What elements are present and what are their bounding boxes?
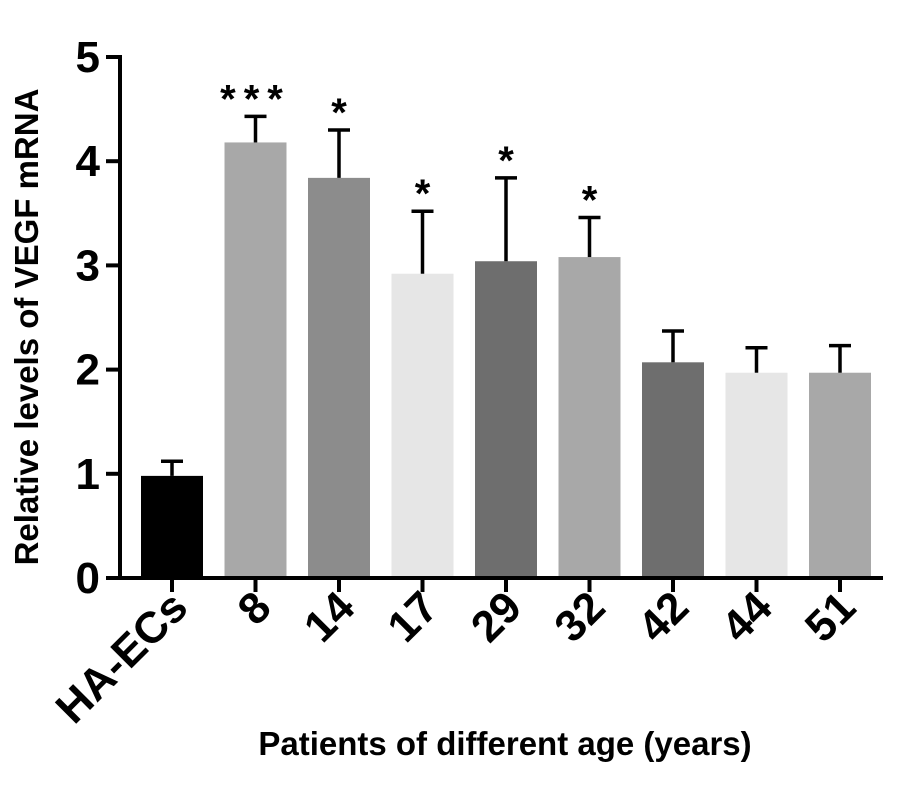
bar — [391, 273, 454, 578]
y-tick-label: 0 — [76, 554, 100, 603]
y-tick-label: 2 — [76, 346, 100, 395]
bar — [141, 475, 203, 578]
x-tick-label: 51 — [796, 582, 865, 651]
y-tick-label: 4 — [76, 137, 101, 186]
x-tick-label: 42 — [629, 582, 698, 651]
y-tick-label: 5 — [76, 33, 100, 82]
x-tick-label: 44 — [712, 582, 782, 652]
x-tick-label: 14 — [295, 582, 365, 652]
significance-marker: *** — [220, 77, 291, 121]
bar — [725, 372, 788, 578]
x-tick-label: 17 — [378, 582, 447, 651]
x-axis-title: Patients of different age (years) — [258, 725, 751, 762]
y-tick-label: 1 — [76, 450, 100, 499]
bars-layer — [141, 114, 871, 578]
bar — [642, 362, 704, 578]
bar — [224, 142, 287, 578]
bar — [809, 372, 871, 578]
y-axis-title: Relative levels of VEGF mRNA — [8, 89, 45, 566]
x-tick-label: HA-ECs — [47, 582, 197, 732]
bar — [558, 257, 621, 578]
significance-marker: * — [415, 172, 431, 216]
bar — [308, 177, 370, 578]
x-tick-label: 29 — [462, 582, 531, 651]
bar — [475, 261, 537, 578]
significance-marker: * — [582, 178, 598, 222]
significance-marker: * — [331, 91, 347, 135]
x-tick-label: 32 — [545, 582, 614, 651]
y-tick-label: 3 — [76, 241, 100, 290]
significance-marker: * — [498, 139, 514, 183]
